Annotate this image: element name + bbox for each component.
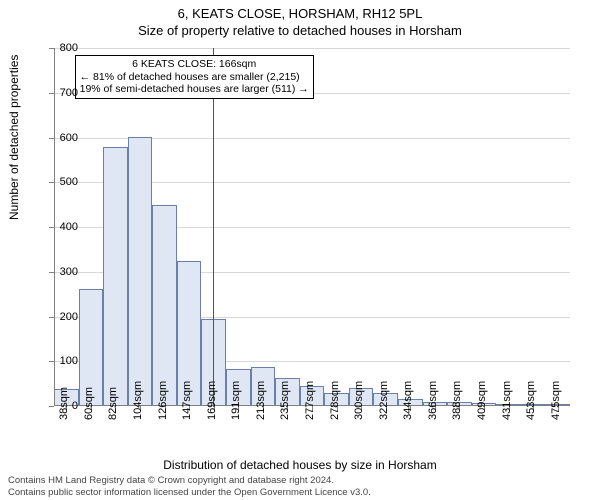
annotation-line-3: 19% of semi-detached houses are larger (… — [80, 83, 309, 96]
footer-line-1: Contains HM Land Registry data © Crown c… — [8, 475, 371, 486]
y-tick-label: 800 — [38, 42, 78, 54]
grid-line — [54, 48, 570, 49]
annotation-line-2: ← 81% of detached houses are smaller (2,… — [80, 71, 309, 84]
y-tick-label: 400 — [38, 221, 78, 233]
y-tick-label: 200 — [38, 311, 78, 323]
chart-subtitle: Size of property relative to detached ho… — [0, 21, 600, 38]
x-axis-label: Distribution of detached houses by size … — [0, 458, 600, 472]
histogram-bar — [103, 147, 128, 406]
footer-line-2: Contains public sector information licen… — [8, 487, 371, 498]
y-tick-label: 300 — [38, 266, 78, 278]
histogram-bar — [128, 137, 153, 406]
footer-attribution: Contains HM Land Registry data © Crown c… — [8, 475, 371, 498]
annotation-line-1: 6 KEATS CLOSE: 166sqm — [80, 58, 309, 71]
address-title: 6, KEATS CLOSE, HORSHAM, RH12 5PL — [0, 0, 600, 21]
y-axis-label: Number of detached properties — [7, 55, 21, 220]
chart-plot-area: 6 KEATS CLOSE: 166sqm ← 81% of detached … — [54, 48, 570, 406]
y-tick-label: 600 — [38, 132, 78, 144]
y-tick-label: 500 — [38, 176, 78, 188]
y-tick-label: 700 — [38, 87, 78, 99]
annotation-box: 6 KEATS CLOSE: 166sqm ← 81% of detached … — [75, 55, 314, 99]
reference-line — [213, 48, 214, 406]
histogram-bar — [152, 205, 177, 406]
y-tick-label: 100 — [38, 355, 78, 367]
